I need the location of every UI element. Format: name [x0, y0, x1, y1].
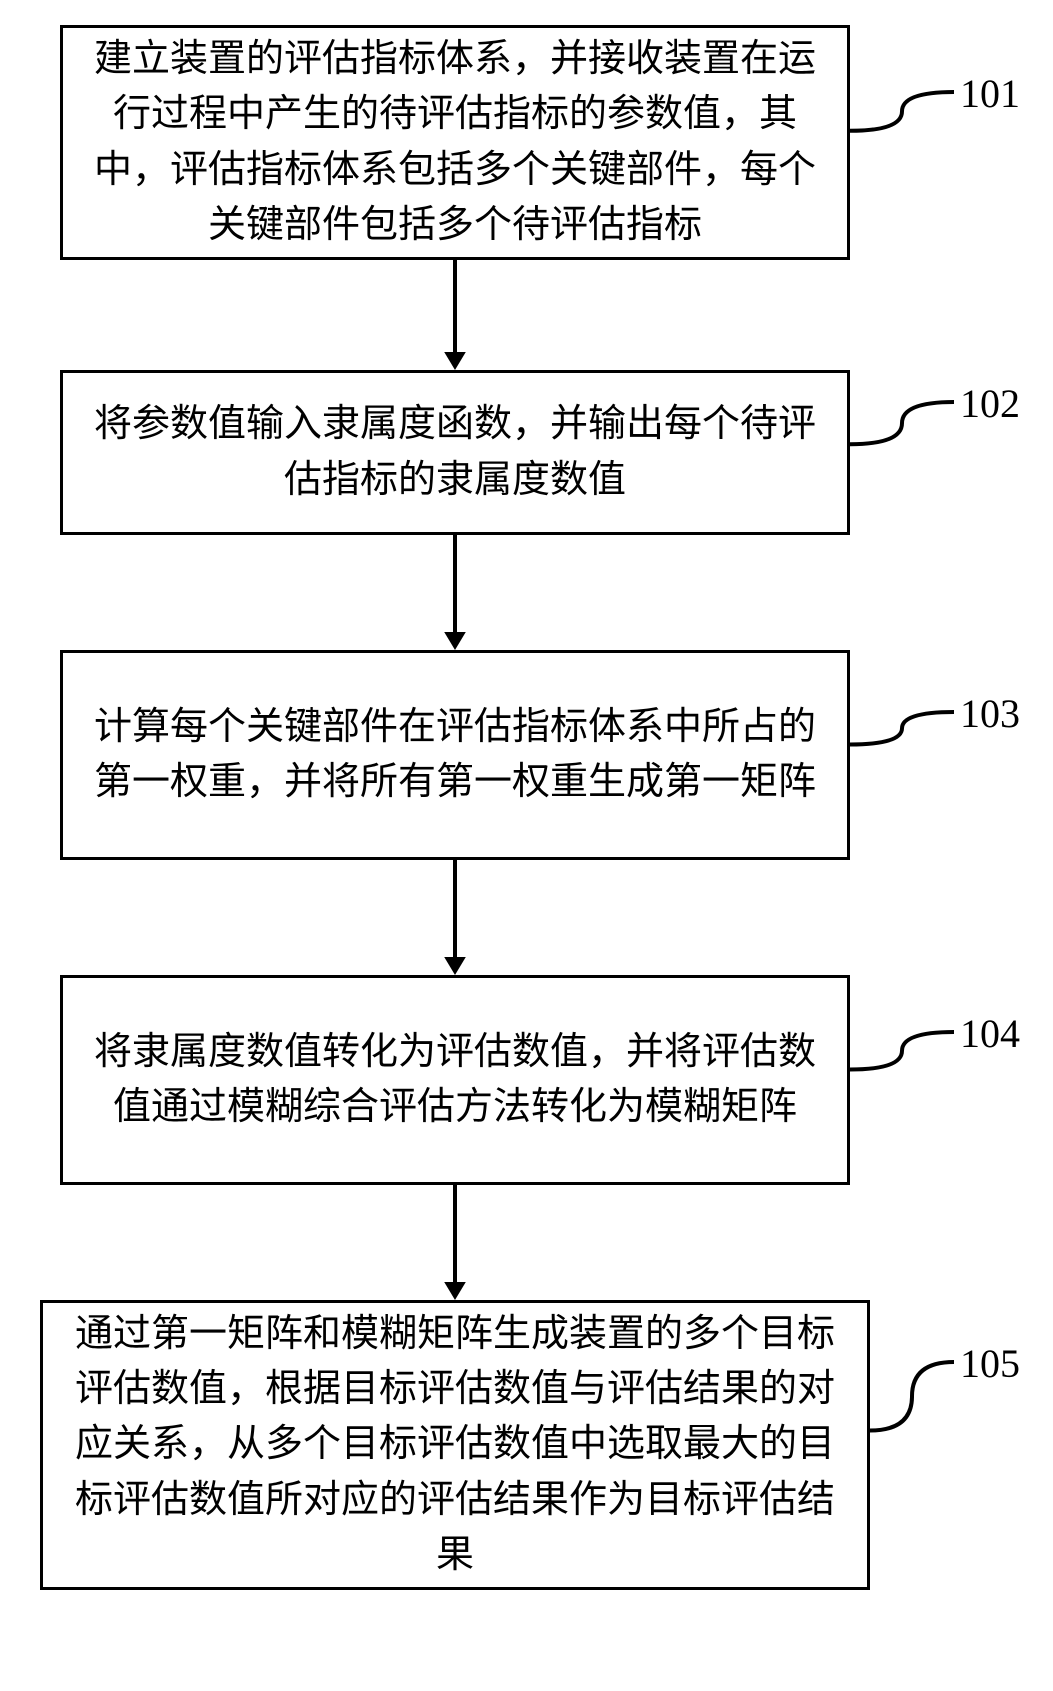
flowchart-canvas: 建立装置的评估指标体系，并接收装置在运行过程中产生的待评估指标的参数值，其中，评…: [0, 0, 1053, 1691]
leader-line: [0, 0, 1053, 1691]
